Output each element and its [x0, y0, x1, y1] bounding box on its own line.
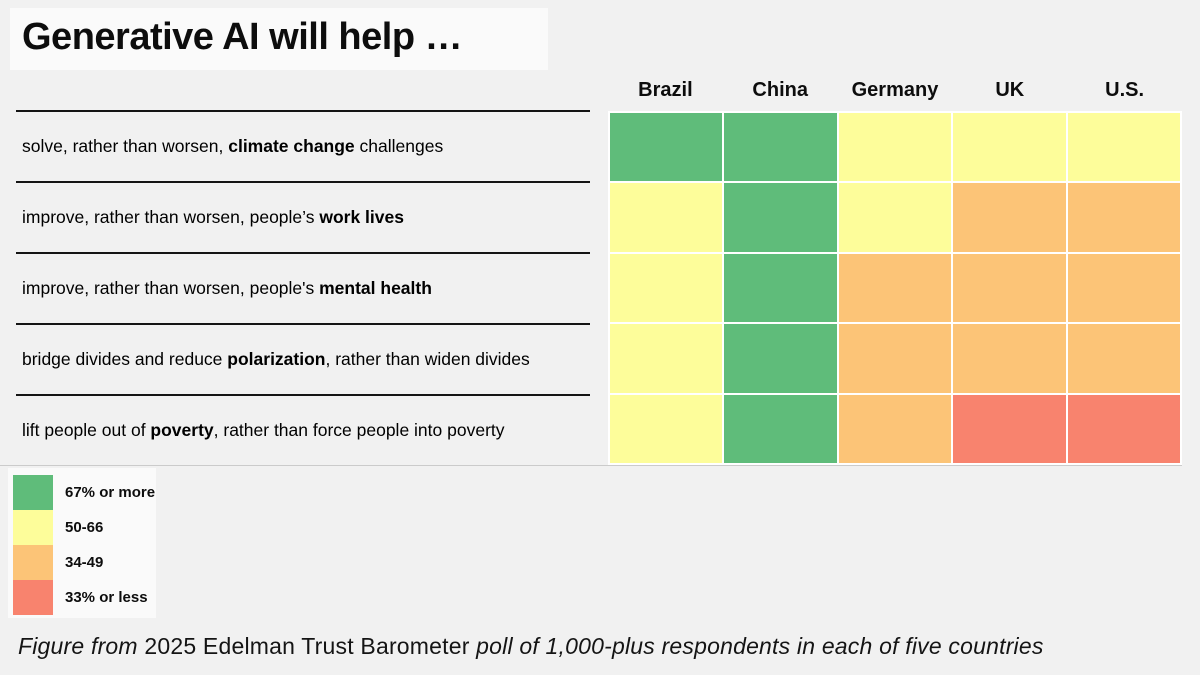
column-header: U.S. [1105, 78, 1145, 101]
figure-caption: Figure from 2025 Edelman Trust Barometer… [18, 633, 1044, 659]
legend-label: 34-49 [65, 554, 104, 571]
column-header: UK [995, 78, 1025, 101]
legend: 67% or more 50-66 34-49 33% or less [13, 475, 155, 615]
legend-swatch [13, 475, 53, 510]
legend-item: 67% or more [13, 475, 155, 510]
heatmap-cell [1067, 253, 1180, 323]
heatmap-cell [838, 113, 952, 182]
heatmap-cell [610, 324, 723, 393]
legend-item: 50-66 [13, 510, 155, 545]
legend-item: 34-49 [13, 545, 155, 580]
heatmap-cell [610, 394, 723, 463]
row-label: improve, rather than worsen, people's me… [16, 252, 590, 323]
legend-label: 67% or more [65, 484, 156, 501]
title-box: Generative AI will help … [10, 8, 548, 70]
legend-box: 67% or more 50-66 34-49 33% or less [8, 468, 156, 618]
row-label: improve, rather than worsen, people’s wo… [16, 181, 590, 252]
row-labels: solve, rather than worsen, climate chang… [16, 110, 590, 465]
heatmap-grid [608, 111, 1182, 465]
heatmap-cell [838, 394, 952, 463]
heatmap-cell [838, 183, 952, 252]
row-label: solve, rather than worsen, climate chang… [16, 110, 590, 181]
heatmap-cell [838, 324, 952, 393]
heatmap-cell [838, 253, 952, 323]
heatmap-cell [724, 113, 837, 182]
legend-swatch [13, 580, 53, 615]
legend-swatch [13, 545, 53, 580]
legend-label: 50-66 [65, 519, 104, 536]
row-label: bridge divides and reduce polarization, … [16, 323, 590, 394]
heatmap-cell [610, 253, 723, 323]
heatmap-cell [610, 183, 723, 252]
heatmap-cell [724, 183, 837, 252]
heatmap-cell [724, 324, 837, 393]
row-label: lift people out of poverty, rather than … [16, 394, 590, 465]
column-headers: Brazil China Germany UK U.S. [608, 74, 1182, 106]
heatmap-cell [1067, 183, 1180, 252]
legend-item: 33% or less [13, 580, 155, 615]
table-bottom-divider [0, 465, 1182, 466]
heatmap-cell [1067, 324, 1180, 393]
heatmap-cell [953, 113, 1066, 182]
heatmap-cell [1067, 394, 1180, 463]
heatmap-cell [953, 253, 1066, 323]
column-header: Germany [851, 78, 939, 101]
heatmap-cell [724, 253, 837, 323]
legend-swatch [13, 510, 53, 545]
column-header: Brazil [638, 78, 693, 101]
heatmap-cell [610, 113, 723, 182]
heatmap-cell [724, 394, 837, 463]
heatmap-cell [953, 394, 1066, 463]
heatmap-cell [953, 324, 1066, 393]
legend-label: 33% or less [65, 589, 148, 606]
heatmap-cell [953, 183, 1066, 252]
column-header: China [752, 78, 808, 101]
heatmap-cell [1067, 113, 1180, 182]
chart-title: Generative AI will help … [22, 16, 463, 58]
